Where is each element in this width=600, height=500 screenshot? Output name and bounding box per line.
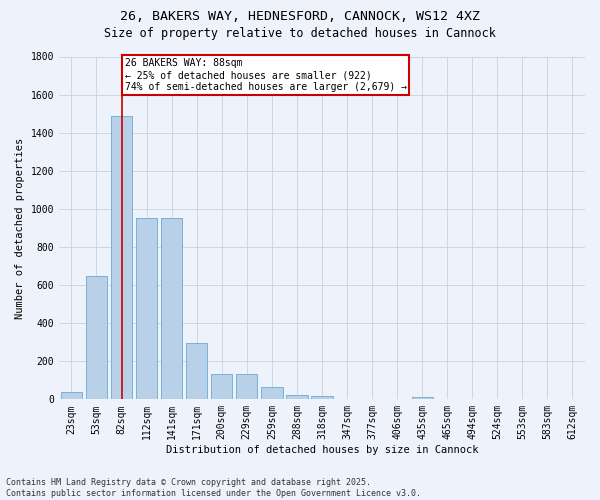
Bar xyxy=(86,276,107,400)
Text: Size of property relative to detached houses in Cannock: Size of property relative to detached ho… xyxy=(104,28,496,40)
Bar xyxy=(286,394,308,400)
Bar xyxy=(161,218,182,400)
Y-axis label: Number of detached properties: Number of detached properties xyxy=(15,138,25,318)
Bar xyxy=(236,374,257,400)
Bar xyxy=(136,218,157,400)
Bar xyxy=(186,343,208,400)
Bar xyxy=(111,116,132,400)
Bar xyxy=(61,392,82,400)
Text: 26, BAKERS WAY, HEDNESFORD, CANNOCK, WS12 4XZ: 26, BAKERS WAY, HEDNESFORD, CANNOCK, WS1… xyxy=(120,10,480,23)
Text: 26 BAKERS WAY: 88sqm
← 25% of detached houses are smaller (922)
74% of semi-deta: 26 BAKERS WAY: 88sqm ← 25% of detached h… xyxy=(125,58,407,92)
X-axis label: Distribution of detached houses by size in Cannock: Distribution of detached houses by size … xyxy=(166,445,478,455)
Bar xyxy=(211,374,232,400)
Bar xyxy=(412,397,433,400)
Bar xyxy=(311,396,332,400)
Text: Contains HM Land Registry data © Crown copyright and database right 2025.
Contai: Contains HM Land Registry data © Crown c… xyxy=(6,478,421,498)
Bar xyxy=(261,387,283,400)
